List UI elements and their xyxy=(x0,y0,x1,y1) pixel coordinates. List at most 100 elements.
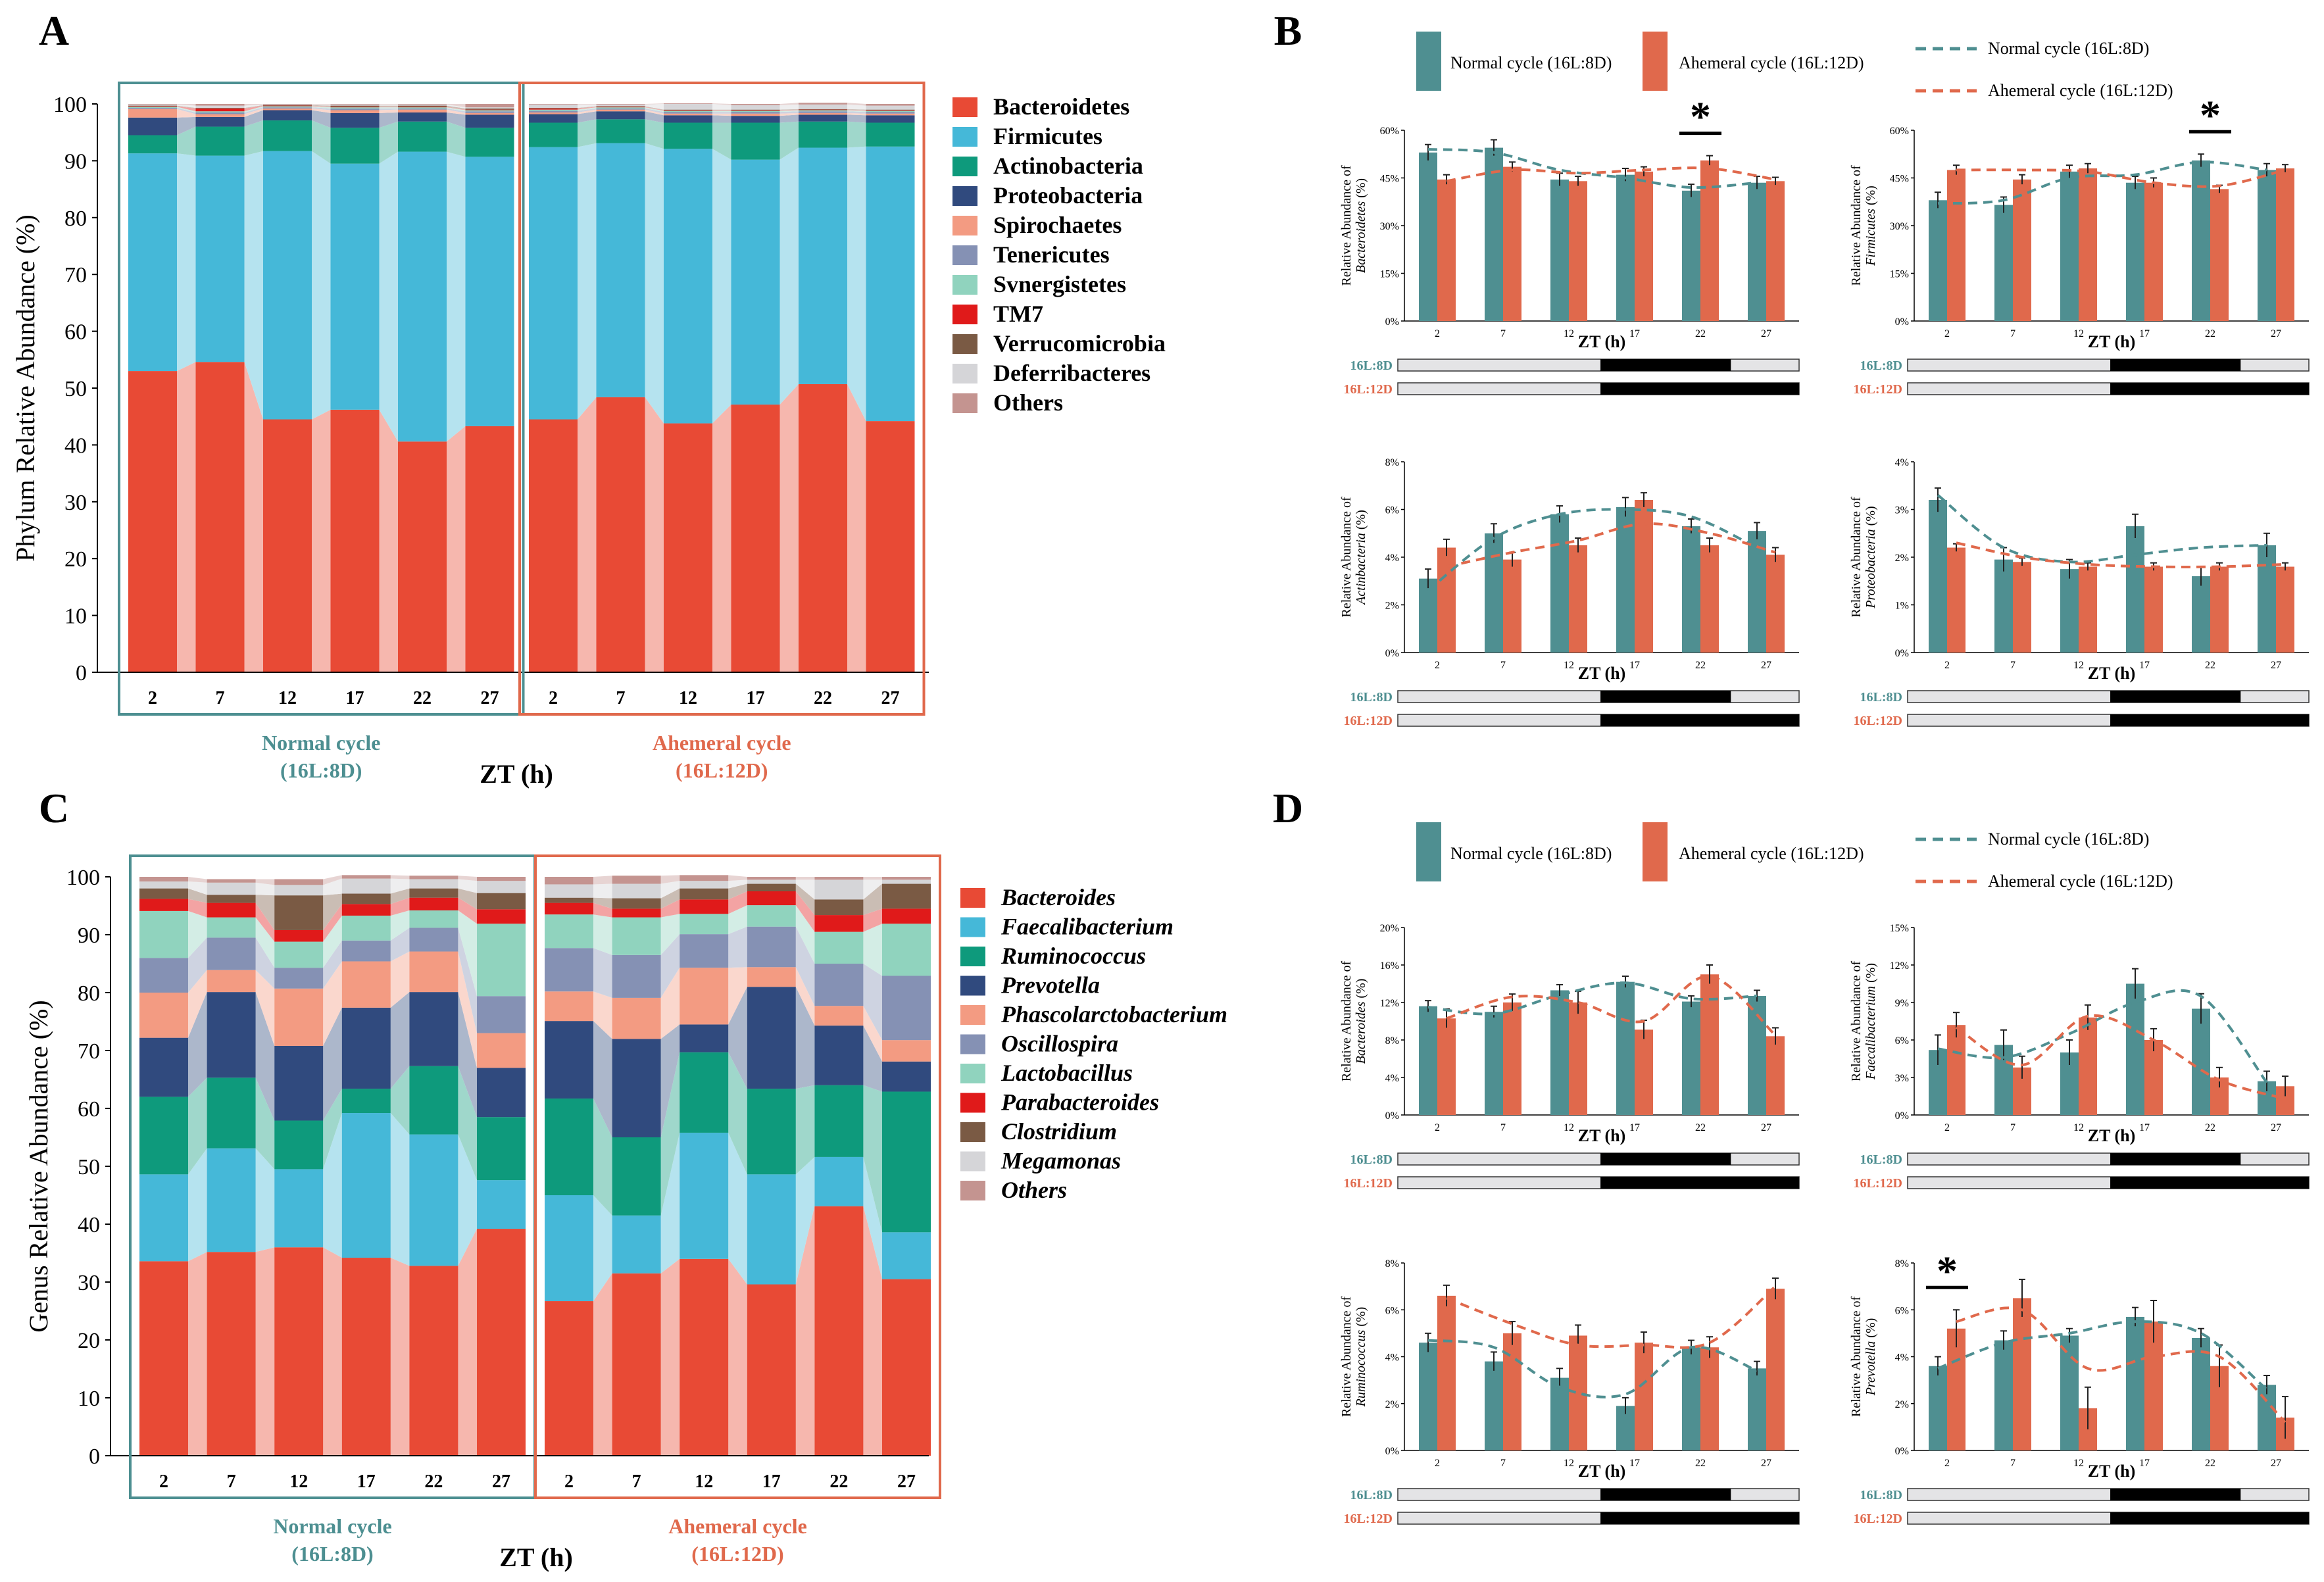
photoperiod-label-normal: 16L:8D xyxy=(1860,358,1902,373)
connector-actinobacteria xyxy=(645,119,664,149)
y-tick-label: 90 xyxy=(64,149,87,174)
connector-actinobacteria xyxy=(312,120,331,164)
y-axis-title: Relative Abundance of xyxy=(1849,961,1864,1082)
x-tick-label: 2 xyxy=(1944,1122,1950,1133)
bar-segment-tenericutes xyxy=(195,112,245,114)
connector-megamonas xyxy=(188,881,207,895)
bar-segment-bacteroidetes xyxy=(731,405,780,672)
bar-normal xyxy=(2126,1316,2144,1450)
legend-label: Bacteroides xyxy=(1001,884,1116,910)
connector-spirochaetes xyxy=(578,109,597,114)
connector-firmicutes xyxy=(847,146,866,422)
x-tick-label: 22 xyxy=(2205,660,2215,671)
bar-segment-actinobacteria xyxy=(330,128,380,164)
bar-segment-others xyxy=(263,104,312,105)
bar-segment-verrucomicrobia xyxy=(866,109,915,111)
y-tick-label: 45% xyxy=(1380,174,1399,185)
x-tick-label: 27 xyxy=(481,688,499,708)
bar-ahemeral xyxy=(1635,171,1653,321)
bar-segment-verrucomicrobia xyxy=(263,105,312,106)
y-tick-label: 2% xyxy=(1385,601,1399,612)
connector-ruminococcus xyxy=(728,1052,747,1175)
bar-segment-verrucomicrobia xyxy=(529,108,578,109)
connector-oscillospira xyxy=(593,948,612,998)
connector-lactobacillus xyxy=(660,914,680,955)
connector-verrucomicrobia xyxy=(578,106,597,109)
x-tick-label: 27 xyxy=(1761,1122,1771,1133)
connector-phascolarctobacterium xyxy=(255,970,275,1046)
bar-segment-spirochaetes xyxy=(195,114,245,117)
bar-segment-svnergistetes xyxy=(465,110,514,112)
y-tick-label: 45% xyxy=(1890,174,1909,185)
bar-segment-bacteroidetes xyxy=(398,441,447,672)
bar-segment-megamonas xyxy=(882,879,931,884)
connector-ruminococcus xyxy=(795,1085,815,1175)
x-tick-label: 12 xyxy=(2073,660,2084,671)
legend-label-normal-bar: Normal cycle (16L:8D) xyxy=(1450,53,1612,72)
bar-segment-bacteroidetes xyxy=(664,423,712,672)
x-tick-label: 17 xyxy=(1629,1458,1640,1469)
x-tick-label: 7 xyxy=(1500,1122,1506,1133)
bar-segment-deferribacteres xyxy=(799,104,847,109)
connector-actinobacteria xyxy=(379,121,398,164)
bar-normal xyxy=(1929,200,1947,321)
bar-segment-others xyxy=(866,104,915,106)
bar-segment-ruminococcus xyxy=(477,1117,526,1181)
connector-megamonas xyxy=(390,878,410,894)
bar-normal xyxy=(1550,179,1569,321)
x-tick-label: 27 xyxy=(2271,328,2281,339)
x-tick-label: 2 xyxy=(1944,328,1950,339)
connector-prevotella xyxy=(863,1026,882,1092)
bar-segment-tenericutes xyxy=(596,108,645,110)
connector-tenericutes xyxy=(447,108,466,113)
bar-segment-oscillospira xyxy=(274,968,324,989)
bar-segment-bacteroides xyxy=(814,1206,864,1456)
y-axis-title: Relative Abundance of xyxy=(1339,165,1354,286)
y-tick-label: 80 xyxy=(78,981,100,1006)
x-axis-title: ZT (h) xyxy=(1578,332,1626,351)
connector-ruminococcus xyxy=(390,1066,410,1135)
connector-ruminococcus xyxy=(593,1099,612,1216)
bar-segment-actinobacteria xyxy=(664,122,712,149)
bar-segment-prevotella xyxy=(882,1061,931,1092)
connector-megamonas xyxy=(660,881,680,899)
y-tick-label: 2% xyxy=(1895,1399,1909,1410)
photoperiod-dark-bar xyxy=(2110,1489,2241,1500)
connector-actinobacteria xyxy=(177,126,196,156)
bar-normal xyxy=(1929,1366,1947,1450)
bar-segment-prevotella xyxy=(680,1024,729,1052)
bar-segment-spirochaetes xyxy=(398,109,447,112)
bar-segment-firmicutes xyxy=(128,153,177,372)
legend-label: Megamonas xyxy=(1001,1148,1121,1174)
bar-normal xyxy=(2258,170,2276,321)
photoperiod-light-bar xyxy=(1397,1488,1800,1501)
bar-segment-megamonas xyxy=(545,884,593,898)
y-axis-taxon-suffix: (%) xyxy=(1864,963,1878,986)
y-tick-label: 80 xyxy=(64,207,87,231)
bar-segment-proteobacteria xyxy=(263,110,312,121)
bar-segment-actinobacteria xyxy=(195,126,245,156)
bar-segment-proteobacteria xyxy=(128,117,177,136)
x-tick-label: 2 xyxy=(549,688,558,708)
bar-ahemeral xyxy=(1569,545,1587,653)
fit-line-normal xyxy=(1427,148,1758,189)
fit-line-normal xyxy=(1937,161,2267,205)
bar-segment-svnergistetes xyxy=(731,111,780,112)
connector-prevotella xyxy=(728,987,747,1089)
connector-firmicutes xyxy=(447,151,466,442)
y-tick-label: 30 xyxy=(64,491,87,515)
connector-verrucomicrobia xyxy=(244,105,263,109)
connector-ruminococcus xyxy=(458,1066,477,1181)
bar-ahemeral xyxy=(2276,566,2294,653)
bar-segment-parabacteroides xyxy=(680,899,729,914)
bar-normal xyxy=(1419,152,1437,322)
bar-segment-spirochaetes xyxy=(330,110,380,113)
legend-swatch xyxy=(952,245,977,265)
y-axis-taxon-suffix: (%) xyxy=(1354,1307,1368,1330)
bar-segment-proteobacteria xyxy=(731,116,780,123)
ahemeral-group-label: Ahemeral cycle xyxy=(668,1514,807,1538)
bar-normal xyxy=(1550,1377,1569,1450)
y-tick-label: 30% xyxy=(1380,221,1399,232)
y-tick-label: 90 xyxy=(78,924,100,948)
